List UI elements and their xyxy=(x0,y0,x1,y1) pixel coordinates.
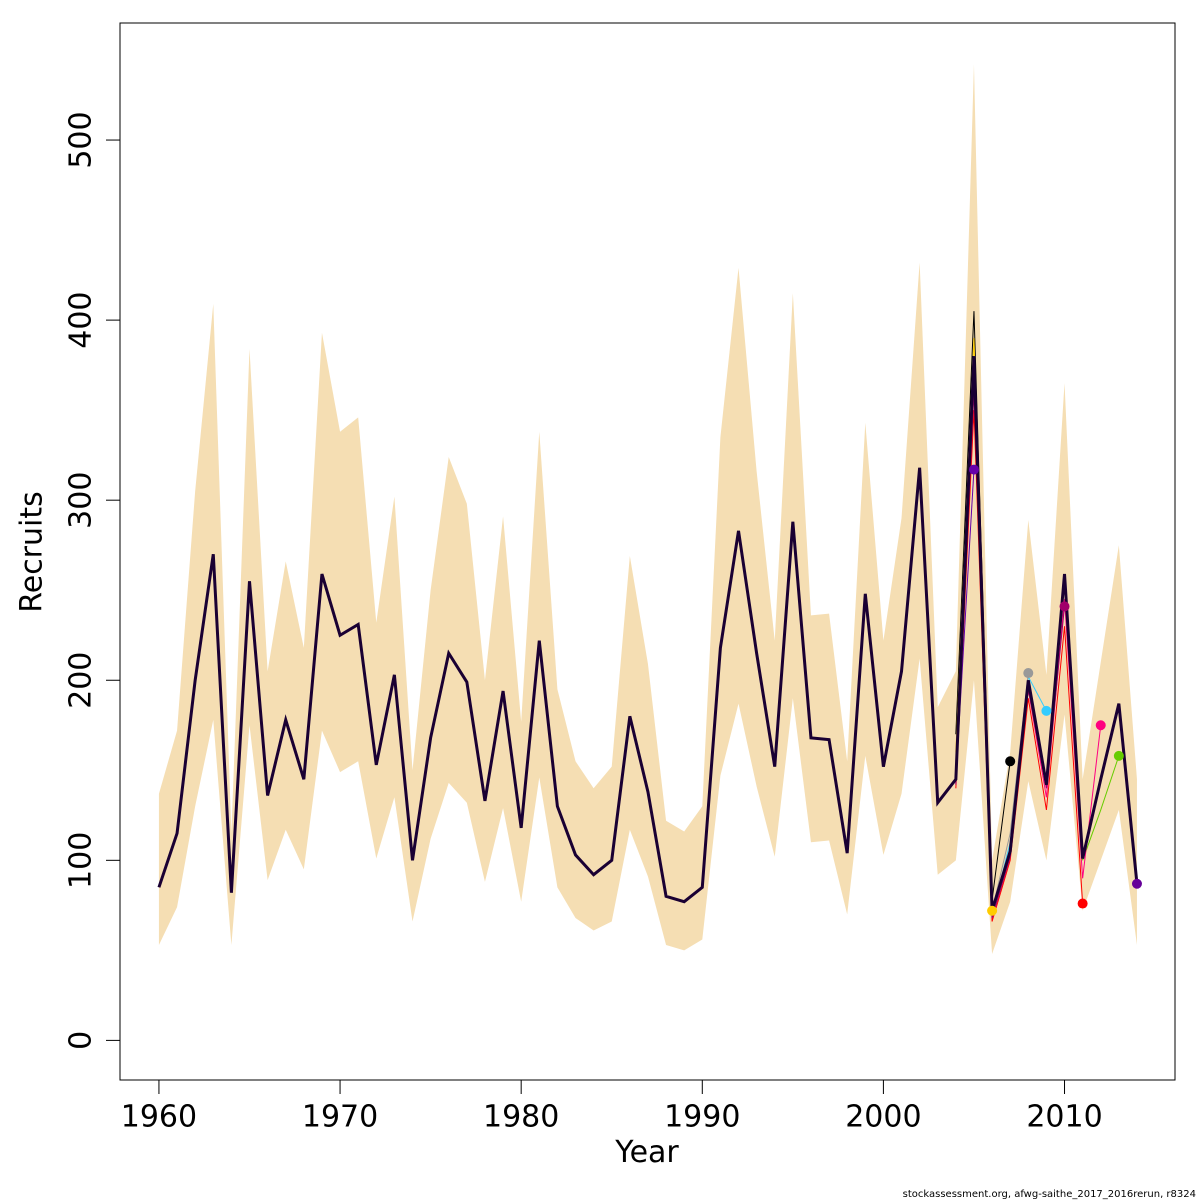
confidence-band xyxy=(158,64,1137,954)
retro-end-point xyxy=(1005,756,1016,767)
y-tick-label: 500 xyxy=(64,111,99,168)
retro-end-point xyxy=(1095,720,1106,731)
plot-frame xyxy=(119,22,1176,1081)
x-tick-label: 1990 xyxy=(664,1100,740,1135)
main-line xyxy=(157,356,1139,912)
y-tick-label: 400 xyxy=(64,291,99,348)
y-tick-label: 200 xyxy=(64,652,99,709)
footer: stockassessment.org, afwg-saithe_2017_20… xyxy=(903,1189,1196,1200)
x-tick-label: 1960 xyxy=(121,1100,197,1135)
y-tick-label: 300 xyxy=(64,472,99,529)
retro-end-point xyxy=(987,905,998,916)
retro-end-point xyxy=(1041,705,1052,716)
retro-end-point xyxy=(968,464,979,475)
retro-end-point xyxy=(1077,898,1088,909)
x-tick-label: 1970 xyxy=(302,1100,378,1135)
retro-end-point xyxy=(1059,601,1070,612)
y-tick-label: 100 xyxy=(64,832,99,889)
x-tick-label: 2010 xyxy=(1026,1100,1102,1135)
x-axis-label: Year xyxy=(614,1135,679,1170)
y-tick-label: 0 xyxy=(64,1031,99,1050)
x-tick-label: 2000 xyxy=(845,1100,921,1135)
x-tick-label: 1980 xyxy=(483,1100,559,1135)
main-end-point xyxy=(1131,878,1142,889)
y-axis-label: Recruits xyxy=(15,491,50,613)
retro-end-point xyxy=(1113,750,1124,761)
retro-end-point xyxy=(1023,668,1034,679)
